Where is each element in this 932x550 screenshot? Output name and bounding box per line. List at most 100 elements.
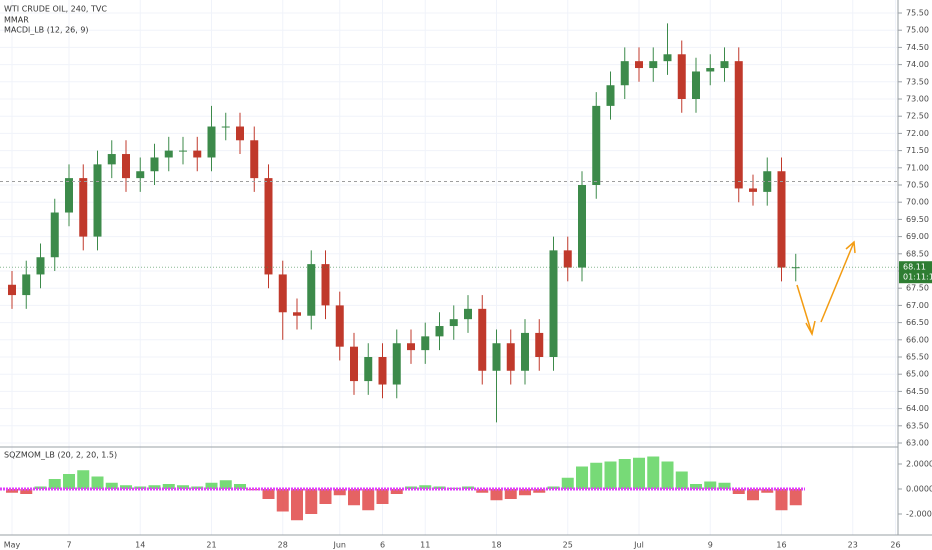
legend-symbol: WTI CRUDE OIL, 240, TVC — [4, 5, 107, 14]
momentum-bar — [647, 456, 660, 489]
momentum-bar — [77, 470, 90, 489]
momentum-bar — [262, 489, 275, 499]
momentum-bar — [747, 489, 759, 501]
momentum-bar — [419, 485, 432, 489]
momentum-bar — [234, 484, 246, 489]
candle-body — [79, 178, 88, 237]
candle-body — [364, 357, 373, 382]
candle-body — [635, 61, 643, 69]
candle-body — [478, 308, 487, 371]
momentum-bar — [362, 489, 375, 511]
y-tick-label: 69.50 — [906, 215, 929, 224]
candle-body — [677, 54, 686, 99]
y-tick-label: 70.00 — [906, 198, 929, 207]
candle-body — [421, 336, 430, 351]
candle-body — [506, 343, 515, 371]
momentum-bar — [390, 489, 403, 494]
candle-body — [407, 343, 415, 351]
arrow-down-head — [805, 320, 816, 337]
x-tick-label: 16 — [776, 541, 786, 550]
x-tick-label: 18 — [491, 541, 501, 550]
momentum-bar — [618, 459, 631, 489]
momentum-bar — [533, 489, 546, 493]
y-tick-label: 63.00 — [906, 439, 929, 448]
candle-body — [378, 357, 387, 385]
momentum-bar — [6, 489, 18, 493]
momentum-bar — [376, 489, 389, 504]
legend-momentum: SQZMOM_LB (20, 2, 20, 1.5) — [4, 451, 117, 460]
y-tick-label: 2.0000 — [906, 460, 932, 469]
countdown-label: 01:11:13 — [903, 273, 932, 282]
candle-body — [221, 126, 230, 128]
candle-body — [264, 178, 273, 275]
x-tick-label: 28 — [278, 541, 288, 550]
momentum-bar — [718, 482, 731, 489]
candle-body — [93, 164, 102, 237]
y-tick-label: 66.50 — [906, 318, 929, 327]
momentum-bar — [348, 489, 360, 506]
momentum-bar — [504, 489, 517, 499]
legend-indicator: MMAR — [4, 16, 29, 25]
candle-body — [307, 264, 316, 316]
candle-body — [549, 250, 558, 357]
momentum-bar — [775, 489, 788, 511]
candle-body — [535, 332, 544, 357]
x-tick-label: 14 — [135, 541, 145, 550]
momentum-bar — [191, 486, 204, 489]
candle-body — [692, 71, 700, 99]
candle-body — [136, 171, 145, 179]
x-tick-label: 23 — [848, 541, 858, 550]
x-tick-label: 25 — [563, 541, 573, 550]
momentum-bar — [177, 485, 189, 489]
y-tick-label: 72.50 — [906, 112, 929, 121]
y-tick-label: 74.00 — [906, 60, 929, 69]
candle-body — [578, 185, 586, 268]
y-tick-label: 70.50 — [906, 181, 929, 190]
y-tick-label: 69.00 — [906, 232, 929, 241]
momentum-bar — [476, 489, 489, 493]
momentum-bar — [675, 471, 688, 489]
y-tick-label: 0.0000 — [906, 485, 932, 494]
y-tick-label: 75.50 — [906, 9, 929, 18]
candle-body — [107, 154, 116, 165]
candle-body — [749, 188, 757, 192]
candle-body — [777, 171, 786, 268]
candle-body — [150, 157, 159, 172]
y-tick-label: 63.50 — [906, 421, 929, 430]
momentum-bar — [305, 489, 318, 514]
momentum-bar — [732, 489, 745, 494]
momentum-bar — [63, 474, 75, 489]
candle-body — [193, 150, 202, 158]
candle-body — [521, 332, 529, 371]
candle-body — [492, 343, 501, 371]
momentum-bar — [91, 476, 104, 489]
y-tick-label: 65.00 — [906, 370, 929, 379]
y-tick-label: 64.00 — [906, 404, 929, 413]
momentum-bar — [20, 489, 33, 494]
momentum-bar — [162, 484, 175, 489]
x-tick-label: 6 — [380, 541, 385, 550]
candle-body — [179, 150, 187, 152]
momentum-bar — [604, 461, 617, 489]
y-tick-label: -2.0000 — [906, 510, 932, 519]
y-tick-label: 75.00 — [906, 26, 929, 35]
y-tick-label: 71.00 — [906, 163, 929, 172]
candle-body — [50, 212, 59, 258]
momentum-bar — [219, 480, 232, 489]
momentum-bar — [519, 489, 531, 496]
y-tick-label: 67.50 — [906, 284, 929, 293]
candle-body — [706, 68, 715, 72]
x-tick-label: 11 — [420, 541, 430, 550]
momentum-bar — [576, 466, 588, 489]
candle-body — [278, 274, 287, 313]
candle-body — [8, 284, 16, 296]
momentum-bar — [205, 482, 218, 489]
momentum-bar — [704, 481, 717, 489]
last-price-tag — [899, 261, 932, 284]
momentum-bar — [148, 485, 161, 489]
y-tick-label: 65.50 — [906, 353, 929, 362]
candle-body — [720, 61, 729, 69]
candle-body — [620, 61, 629, 86]
momentum-bar — [248, 489, 261, 491]
candle-body — [122, 154, 130, 179]
